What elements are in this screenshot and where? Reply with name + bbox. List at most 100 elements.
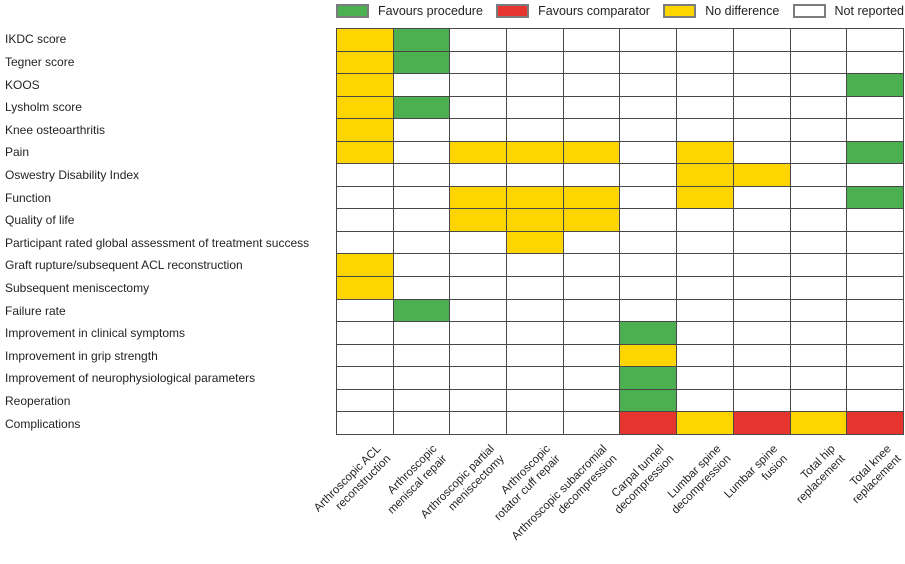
heatmap-cell — [619, 140, 678, 165]
legend-item: Not reported — [792, 3, 904, 18]
heatmap-cell — [619, 411, 678, 435]
heatmap-cell — [676, 253, 734, 278]
heatmap-cell — [676, 118, 734, 142]
heatmap-cell — [449, 28, 508, 52]
heatmap-cell — [619, 118, 678, 142]
heatmap-cell — [562, 208, 621, 232]
row-label: IKDC score — [5, 32, 67, 47]
heatmap-cell — [846, 343, 904, 368]
heatmap-cell — [449, 253, 508, 278]
heatmap-cell — [392, 388, 451, 413]
heatmap-cell — [676, 321, 734, 345]
column-label: Total knee replacement — [848, 443, 904, 506]
heatmap-cell — [562, 298, 621, 323]
heatmap-cell — [732, 388, 791, 413]
heatmap-cell — [392, 366, 451, 390]
heatmap-cell — [732, 208, 791, 232]
heatmap-cell — [789, 366, 848, 390]
heatmap-cell — [449, 50, 508, 75]
heatmap-cell — [506, 388, 564, 413]
row-label: Failure rate — [5, 303, 66, 318]
heatmap-cell — [449, 118, 508, 142]
heatmap-cell — [336, 73, 394, 97]
heatmap-cell — [506, 321, 564, 345]
heatmap-cell — [336, 388, 394, 413]
heatmap-cell — [336, 118, 394, 142]
heatmap-cell — [392, 276, 451, 300]
heatmap-cell — [676, 163, 734, 187]
row-label: Improvement of neurophysiological parame… — [5, 371, 256, 386]
heatmap-cell — [449, 411, 508, 435]
heatmap-cell — [506, 276, 564, 300]
heatmap-cell — [676, 185, 734, 210]
heatmap-cell — [562, 118, 621, 142]
table-row — [336, 95, 904, 120]
heatmap-cell — [619, 28, 678, 52]
heatmap-cell — [732, 298, 791, 323]
heatmap-cell — [392, 95, 451, 120]
heatmap-cell — [336, 276, 394, 300]
row-label: Knee osteoarthritis — [5, 122, 106, 137]
heatmap-cell — [846, 208, 904, 232]
heatmap-cell — [619, 95, 678, 120]
heatmap-cell — [449, 185, 508, 210]
legend-label: Favours comparator — [538, 3, 650, 18]
heatmap-cell — [336, 163, 394, 187]
heatmap-cell — [449, 140, 508, 165]
heatmap-cell — [619, 366, 678, 390]
heatmap-cell — [676, 208, 734, 232]
heatmap-cell — [846, 95, 904, 120]
heatmap-cell — [732, 50, 791, 75]
heatmap-cell — [392, 253, 451, 278]
heatmap-cell — [789, 140, 848, 165]
heatmap-cell — [676, 366, 734, 390]
heatmap-cell — [562, 140, 621, 165]
legend: Favours procedure Favours comparator No di… — [336, 2, 904, 19]
heatmap-cell — [449, 298, 508, 323]
heatmap-cell — [619, 253, 678, 278]
heatmap-cell — [732, 411, 791, 435]
column-label: Carpal tunnel decompression — [610, 443, 677, 517]
heatmap-cell — [676, 28, 734, 52]
heatmap-cell — [506, 366, 564, 390]
heatmap-cell — [449, 388, 508, 413]
heatmap-cell — [619, 73, 678, 97]
table-row — [336, 163, 904, 187]
heatmap-cell — [506, 73, 564, 97]
heatmap-cell — [789, 208, 848, 232]
legend-item: Favours procedure — [336, 3, 483, 18]
heatmap-cell — [619, 208, 678, 232]
heatmap-cell — [506, 163, 564, 187]
column-label: Lumbar spine decompression — [665, 443, 734, 517]
heatmap-cell — [392, 163, 451, 187]
legend-swatch-icon — [792, 3, 826, 18]
heatmap-cell — [846, 163, 904, 187]
heatmap-cell — [732, 95, 791, 120]
heatmap-cell — [676, 276, 734, 300]
heatmap-cell — [392, 140, 451, 165]
heatmap-cell — [562, 253, 621, 278]
table-row — [336, 253, 904, 278]
table-row — [336, 50, 904, 75]
table-row — [336, 28, 904, 52]
row-label: KOOS — [5, 77, 40, 92]
heatmap-cell — [336, 140, 394, 165]
legend-item: No difference — [663, 3, 779, 18]
heatmap-cell — [789, 411, 848, 435]
heatmap-cell — [846, 321, 904, 345]
heatmap-cell — [562, 276, 621, 300]
heatmap-cell — [336, 28, 394, 52]
heatmap-cell — [789, 95, 848, 120]
heatmap-cell — [562, 411, 621, 435]
heatmap-cell — [562, 366, 621, 390]
row-label: Lysholm score — [5, 100, 82, 115]
row-labels: IKDC score Tegner score KOOS Lysholm score K… — [0, 28, 334, 435]
row-label: Subsequent meniscectomy — [5, 281, 150, 295]
table-row — [336, 321, 904, 345]
table-row — [336, 230, 904, 255]
heatmap-cell — [336, 343, 394, 368]
heatmap-cell — [789, 118, 848, 142]
legend-swatch-icon — [336, 3, 369, 18]
heatmap-cell — [619, 230, 678, 255]
heatmap-cell — [732, 253, 791, 278]
